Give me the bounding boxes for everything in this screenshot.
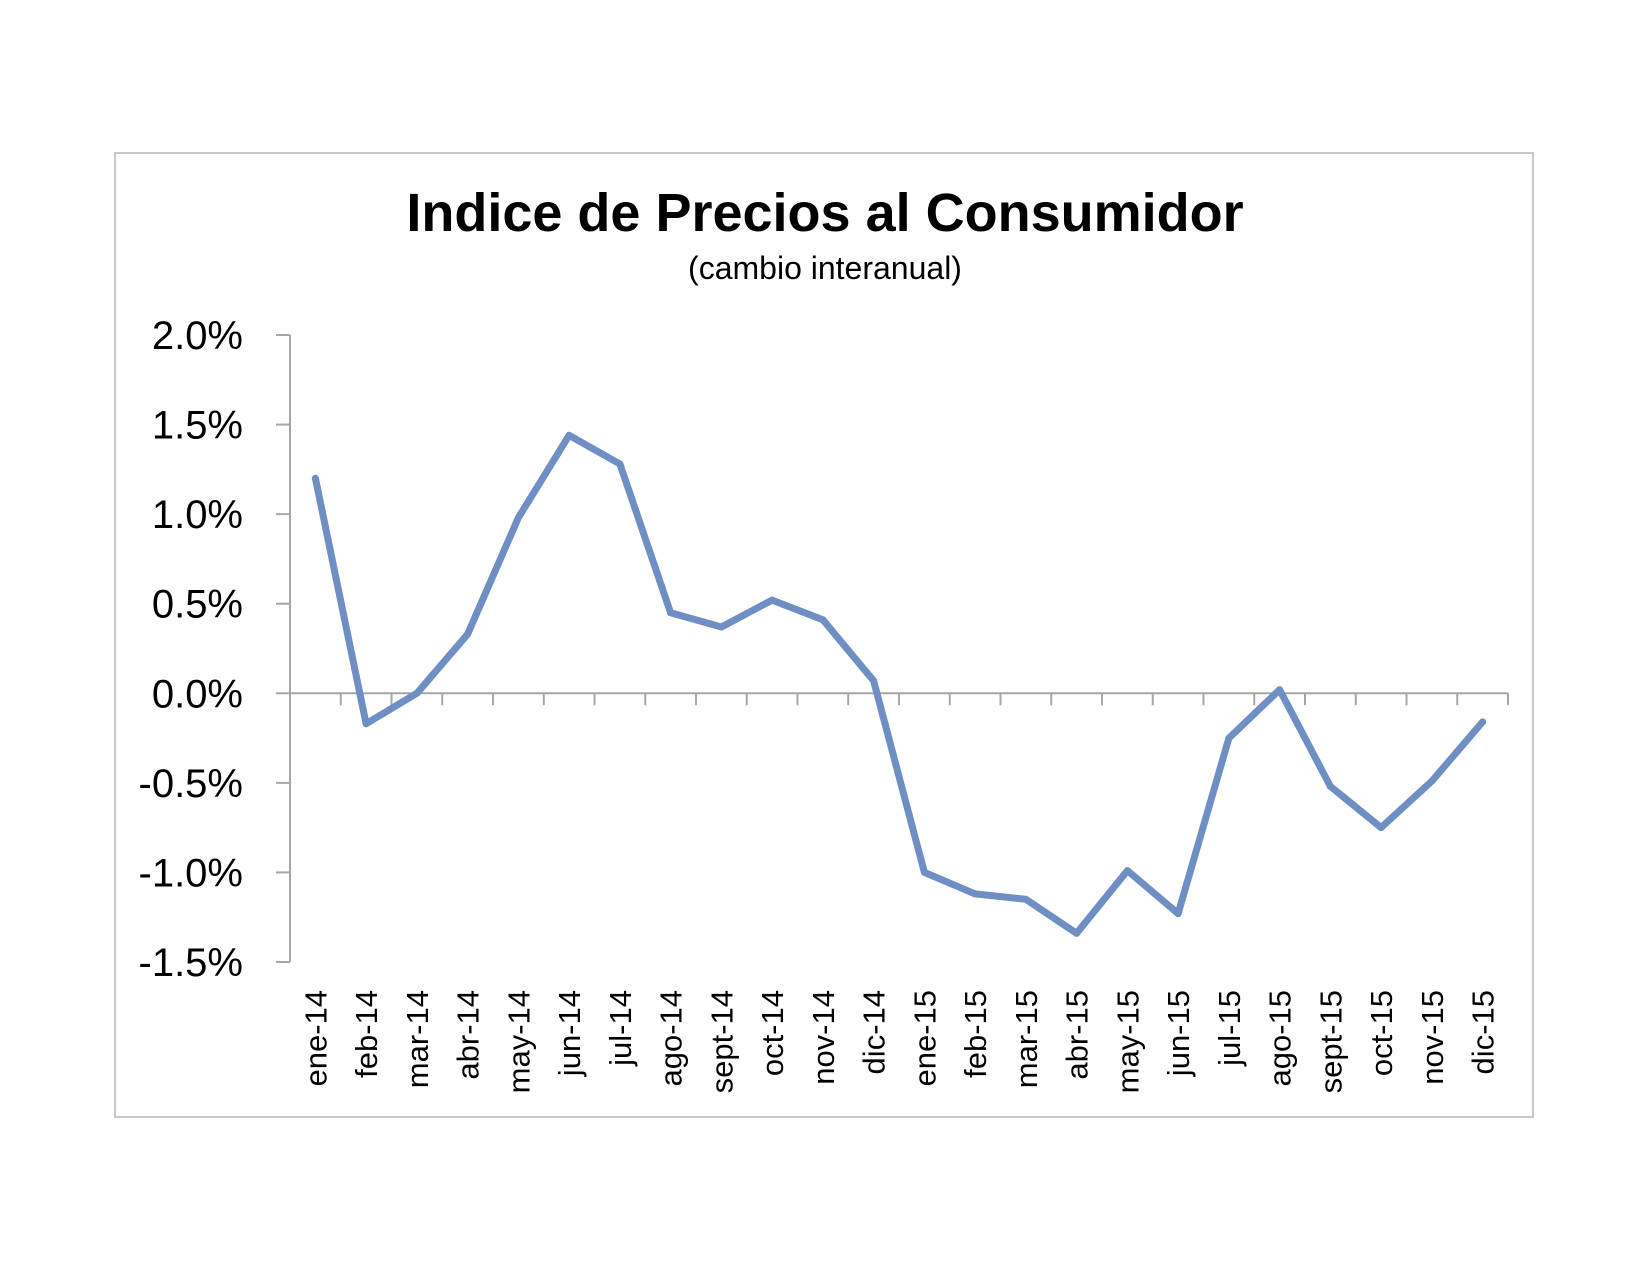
x-tick-label: jun-15 [1161, 990, 1196, 1077]
x-tick-label: oct-15 [1364, 990, 1399, 1076]
y-tick-label: -1.0% [139, 851, 244, 895]
data-point [1225, 734, 1233, 742]
x-tick-label: ene-15 [907, 990, 942, 1087]
x-tick-label: abr-15 [1060, 990, 1095, 1080]
data-point [1073, 929, 1081, 937]
y-tick-label: -1.5% [139, 941, 244, 985]
data-point [1428, 777, 1436, 785]
series-layer [311, 431, 1487, 937]
data-point [1276, 686, 1284, 694]
y-tick-label: 0.0% [152, 672, 243, 716]
data-point [920, 868, 928, 876]
x-tick-label: may-14 [501, 990, 536, 1093]
x-tick-label: dic-15 [1466, 990, 1501, 1074]
data-point [768, 596, 776, 604]
y-tick-label: 1.0% [152, 493, 243, 537]
x-axis-labels: ene-14 feb-14 mar-14 abr-14 may-14 jun-14 jul-… [298, 990, 1500, 1093]
x-tick-label: may-15 [1110, 990, 1145, 1093]
x-tick-label: feb-15 [958, 990, 993, 1078]
x-tick-label: jul-14 [603, 990, 638, 1067]
data-point [1174, 910, 1182, 918]
x-tick-label: jun-14 [552, 990, 587, 1077]
x-tick-label: oct-14 [755, 990, 790, 1076]
data-point [464, 630, 472, 638]
x-tick-label: sept-15 [1313, 990, 1348, 1093]
x-tick-label: ene-14 [298, 990, 333, 1087]
data-point [514, 514, 522, 522]
data-point [311, 474, 319, 482]
data-point [362, 720, 370, 728]
data-point [1479, 718, 1487, 726]
x-tick-label: ago-15 [1263, 990, 1298, 1087]
data-point [1022, 895, 1030, 903]
data-point [413, 689, 421, 697]
y-tick-label: 1.5% [152, 404, 243, 448]
data-point [667, 609, 675, 617]
x-tick-label: mar-15 [1009, 990, 1044, 1088]
y-tick-label: 2.0% [152, 314, 243, 358]
data-point [717, 623, 725, 631]
x-tick-label: dic-14 [857, 990, 892, 1074]
chart-title: Indice de Precios al Consumidor [406, 183, 1244, 243]
data-point [1377, 824, 1385, 832]
data-point [1123, 867, 1131, 875]
data-point [971, 890, 979, 898]
x-tick-label: ago-14 [654, 990, 689, 1087]
data-point [1326, 782, 1334, 790]
data-point [616, 460, 624, 468]
data-point [819, 616, 827, 624]
x-tick-label: abr-14 [451, 990, 486, 1080]
x-tick-label: sept-14 [704, 990, 739, 1093]
x-tick-label: nov-15 [1415, 990, 1450, 1085]
y-tick-label: 0.5% [152, 583, 243, 627]
x-tick-label: jul-15 [1212, 990, 1247, 1067]
chart-subtitle: (cambio interanual) [688, 250, 962, 286]
x-tick-label: mar-14 [400, 990, 435, 1088]
data-point [870, 677, 878, 685]
series-line [311, 431, 1487, 937]
x-tick-label: feb-14 [349, 990, 384, 1078]
y-axis-labels: 2.0% 1.5% 1.0% 0.5% 0.0% -0.5% -1.0% -1.5% [139, 314, 244, 985]
y-tick-label: -0.5% [139, 762, 244, 806]
data-point [565, 431, 573, 439]
chart-axes [276, 334, 1509, 963]
x-tick-label: nov-14 [806, 990, 841, 1085]
